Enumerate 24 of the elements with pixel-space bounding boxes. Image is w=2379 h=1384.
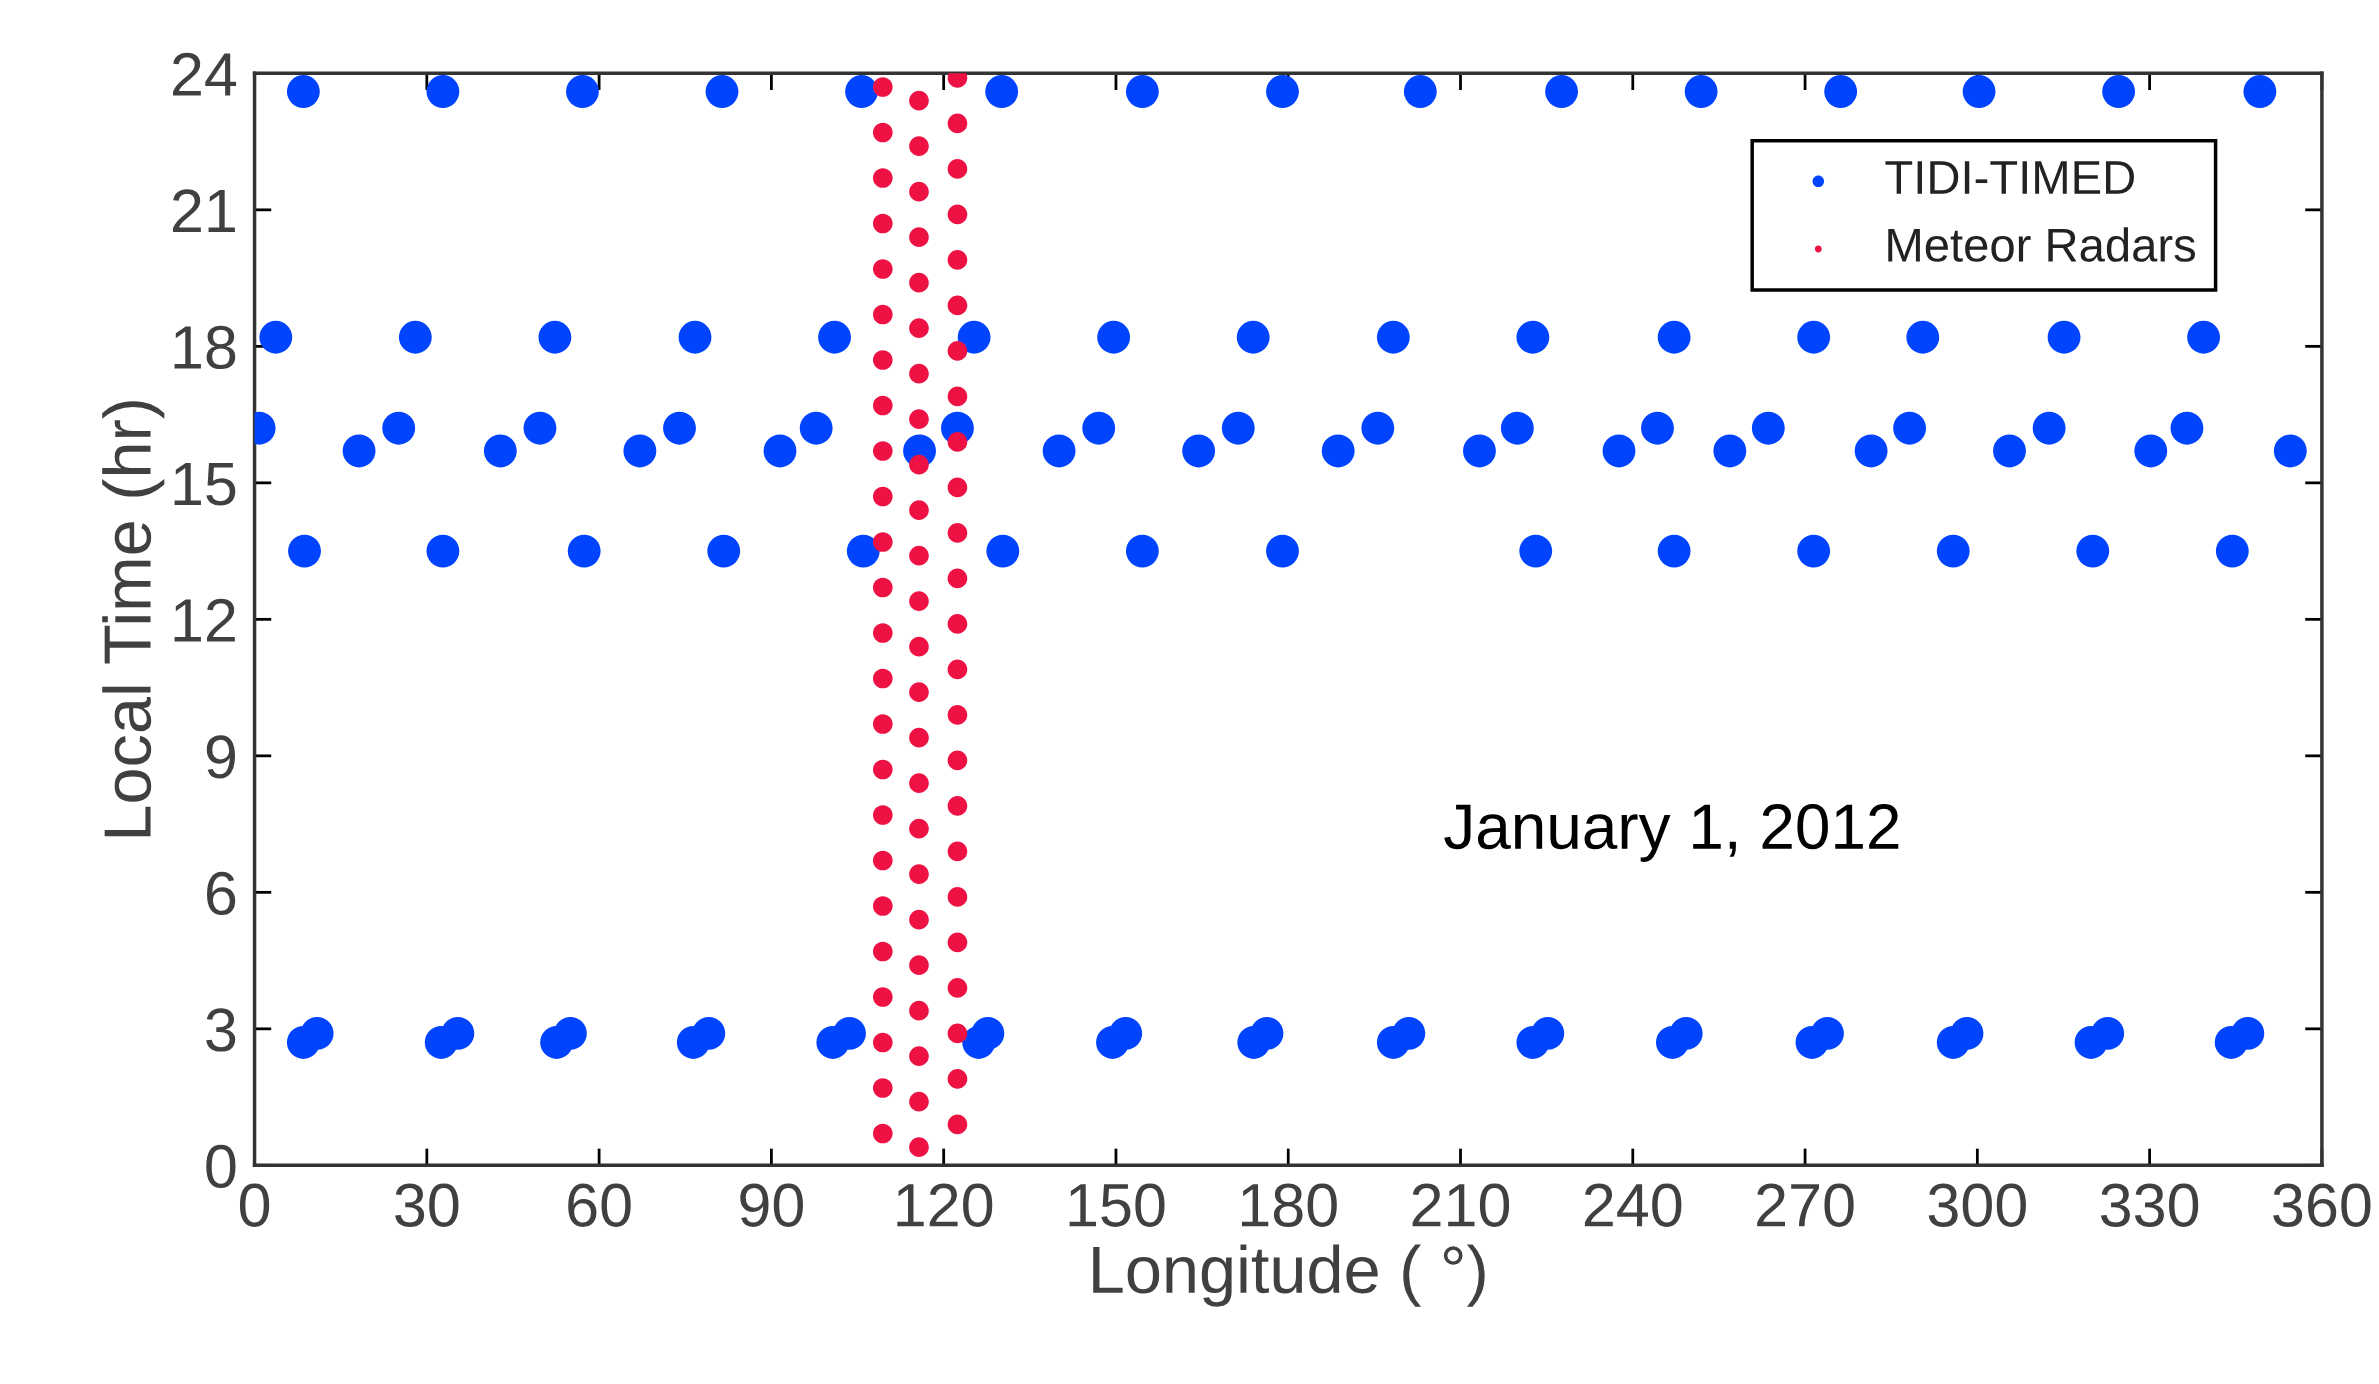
x-tick-label: 0 — [239, 1183, 270, 1227]
y-axis-title: Local Time (hr) — [102, 401, 165, 837]
y-tick-label: 6 — [207, 871, 236, 916]
y-tick-label: 0 — [206, 1144, 236, 1189]
y-tick-label: 3 — [206, 1008, 236, 1052]
x-tick-label: 330 — [2100, 1183, 2199, 1227]
x-tick-label: 270 — [1757, 1183, 1854, 1227]
x-tick-label: 180 — [1241, 1183, 1337, 1227]
x-tick-label: 60 — [568, 1183, 631, 1227]
x-tick-label: 150 — [1069, 1183, 1165, 1227]
y-tick-label: 9 — [206, 735, 235, 779]
x-tick-label: 240 — [1584, 1183, 1682, 1227]
y-tick-label: 21 — [172, 189, 235, 232]
y-tick-label: 24 — [172, 52, 237, 96]
x-tick-label: 210 — [1412, 1183, 1510, 1227]
x-tick-label: 360 — [2273, 1183, 2371, 1227]
x-axis-title: Longitude ( °) — [1093, 1244, 1485, 1307]
y-tick-label: 12 — [174, 598, 235, 642]
y-tick-label: 18 — [174, 325, 236, 370]
y-tick-label: 15 — [174, 462, 236, 506]
x-tick-label: 90 — [740, 1183, 803, 1227]
x-tick-label: 300 — [1928, 1183, 2026, 1227]
x-tick-label: 30 — [395, 1183, 459, 1227]
x-tick-label: 120 — [897, 1183, 993, 1227]
